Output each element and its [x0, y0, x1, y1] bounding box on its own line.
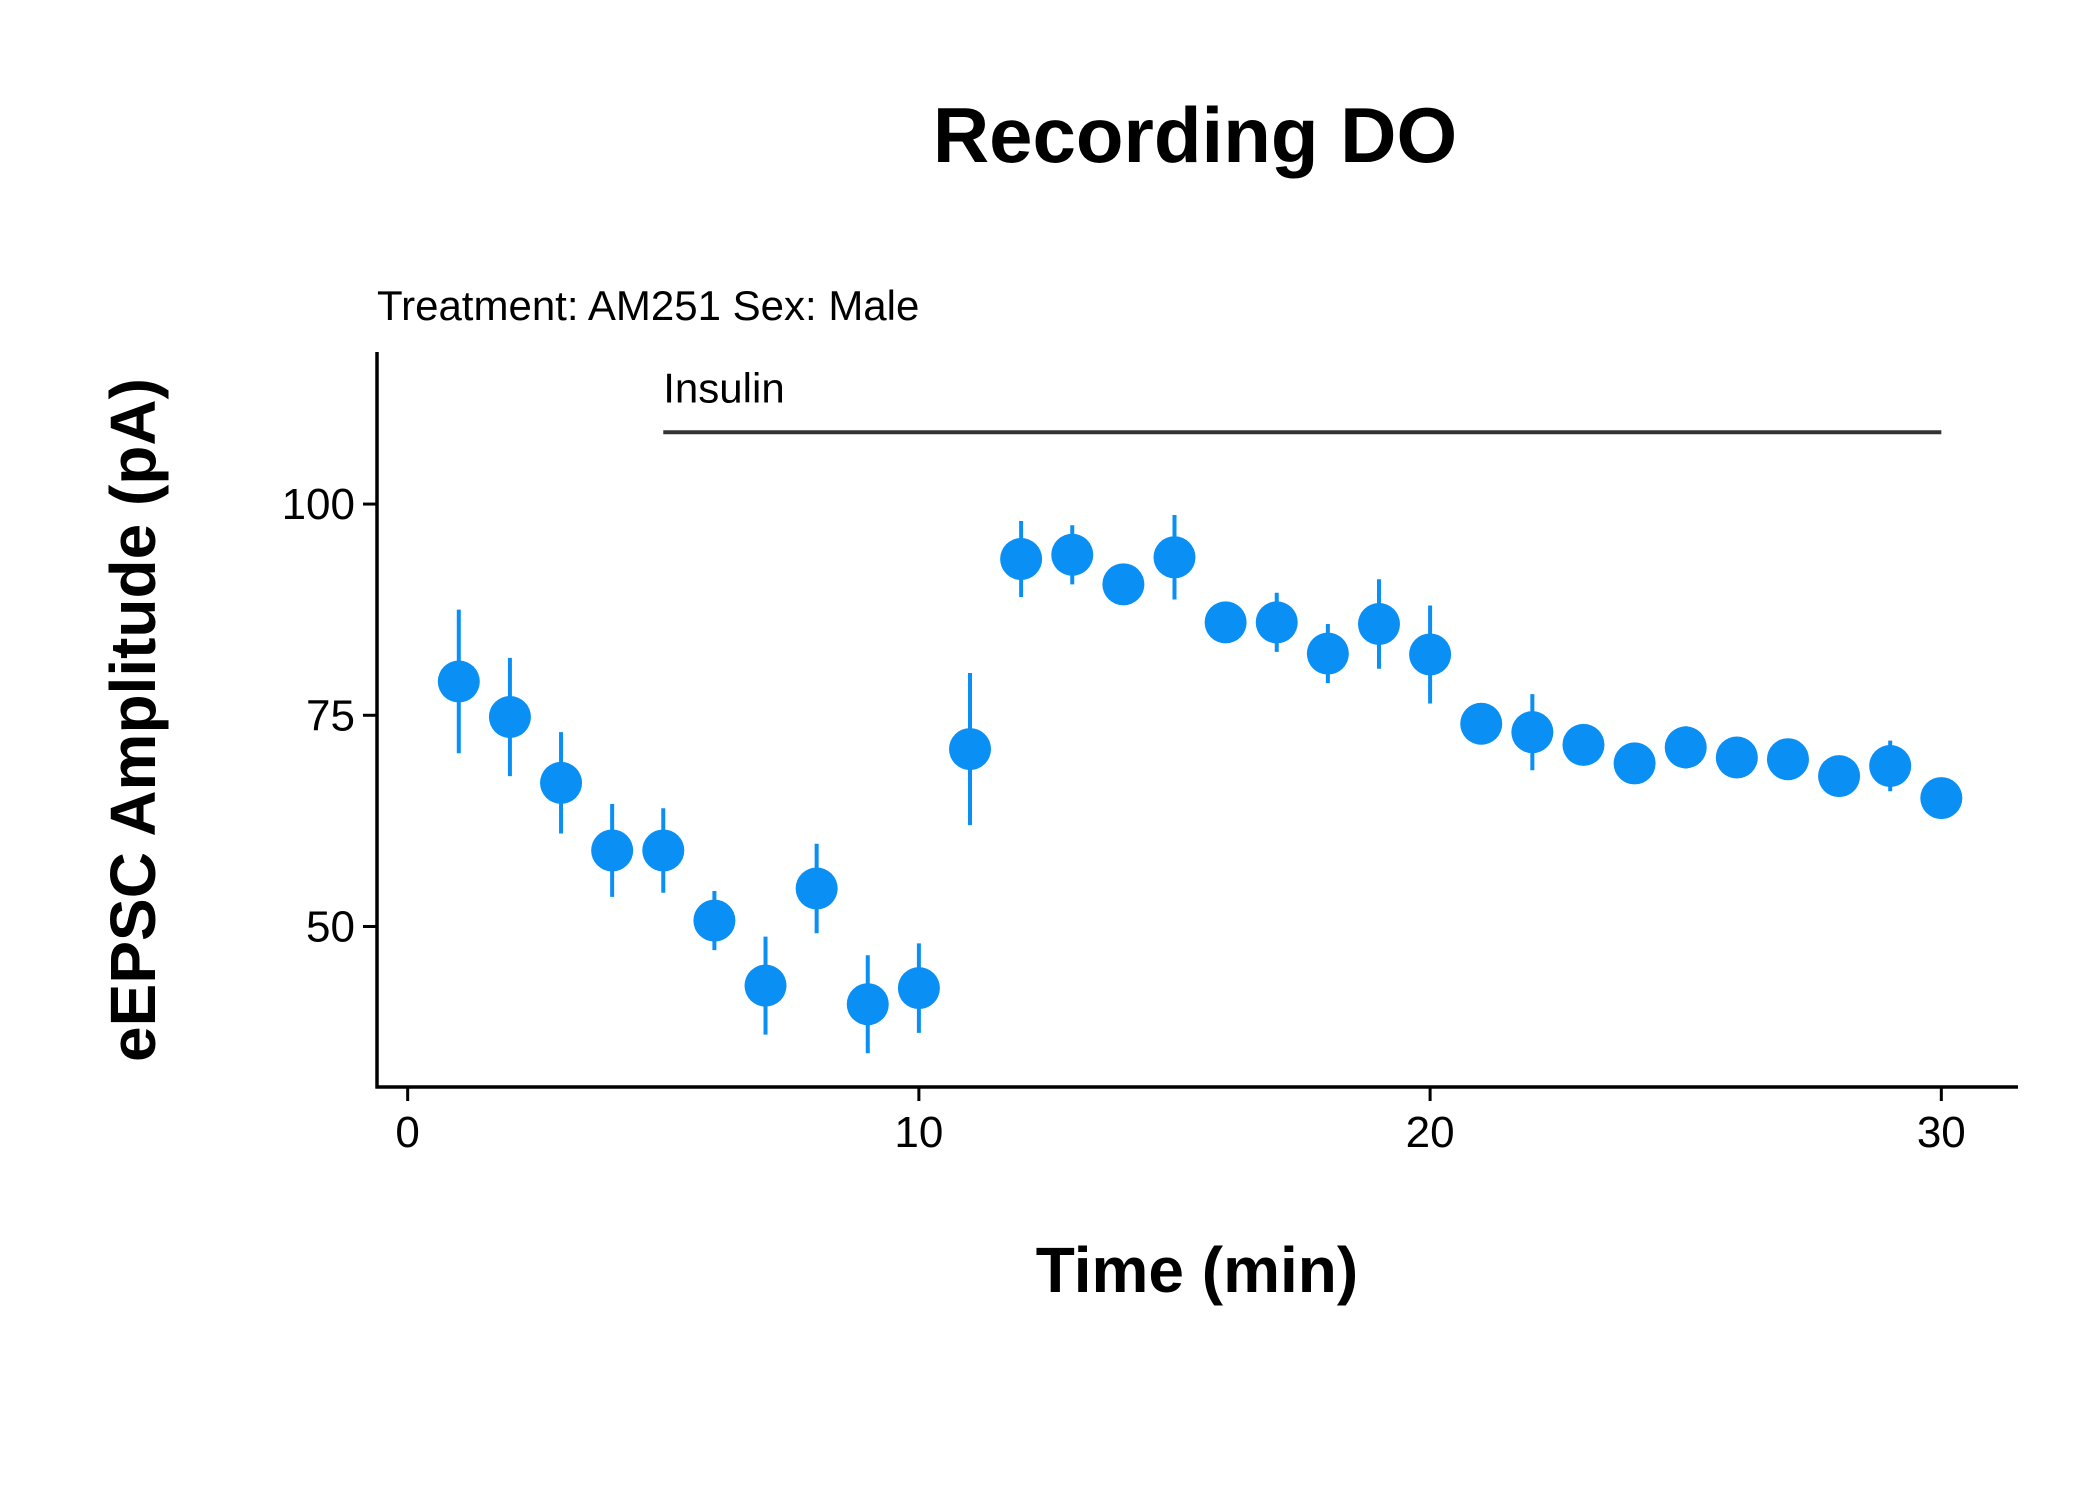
data-point	[1306, 632, 1349, 675]
chart-subtitle: Treatment: AM251 Sex: Male	[377, 282, 919, 329]
data-point	[949, 728, 992, 771]
data-point	[1869, 744, 1912, 787]
insulin-label: Insulin	[663, 364, 784, 411]
data-point	[1409, 633, 1452, 676]
data-point	[591, 829, 634, 872]
x-axis-title: Time (min)	[1036, 1234, 1358, 1306]
y-tick-label: 100	[282, 480, 355, 529]
data-point	[1153, 536, 1196, 579]
data-point	[642, 829, 685, 872]
data-point	[1562, 723, 1605, 766]
data-point	[1051, 533, 1094, 576]
data-point	[1000, 537, 1043, 580]
data-point	[1766, 738, 1809, 781]
data-point	[846, 983, 889, 1026]
x-tick-label: 20	[1406, 1108, 1455, 1157]
data-point	[744, 964, 787, 1007]
x-tick-label: 0	[395, 1108, 419, 1157]
plot-area: Insulin	[437, 364, 1963, 1054]
data-point	[1715, 736, 1758, 779]
data-point	[897, 967, 940, 1010]
y-tick-label: 50	[306, 902, 355, 951]
data-point	[795, 867, 838, 910]
data-point	[1255, 601, 1298, 644]
x-tick-label: 10	[894, 1108, 943, 1157]
data-point	[488, 695, 531, 738]
data-point	[1511, 711, 1554, 754]
data-point	[437, 660, 480, 703]
chart-title: Recording DO	[933, 91, 1457, 179]
data-point	[1920, 777, 1963, 820]
data-point	[1460, 702, 1503, 745]
data-point	[1102, 563, 1145, 606]
axes: 0 10 20 30 50 75 100	[282, 352, 2018, 1157]
y-axis-title: eEPSC Amplitude (pA)	[97, 378, 169, 1062]
y-tick-label: 75	[306, 691, 355, 740]
data-point	[1664, 726, 1707, 769]
data-point	[1818, 755, 1861, 798]
data-point	[540, 761, 583, 804]
data-point	[1204, 601, 1247, 644]
data-point	[693, 899, 736, 942]
x-tick-label: 30	[1917, 1108, 1966, 1157]
data-point	[1613, 742, 1656, 785]
data-point	[1357, 603, 1400, 646]
